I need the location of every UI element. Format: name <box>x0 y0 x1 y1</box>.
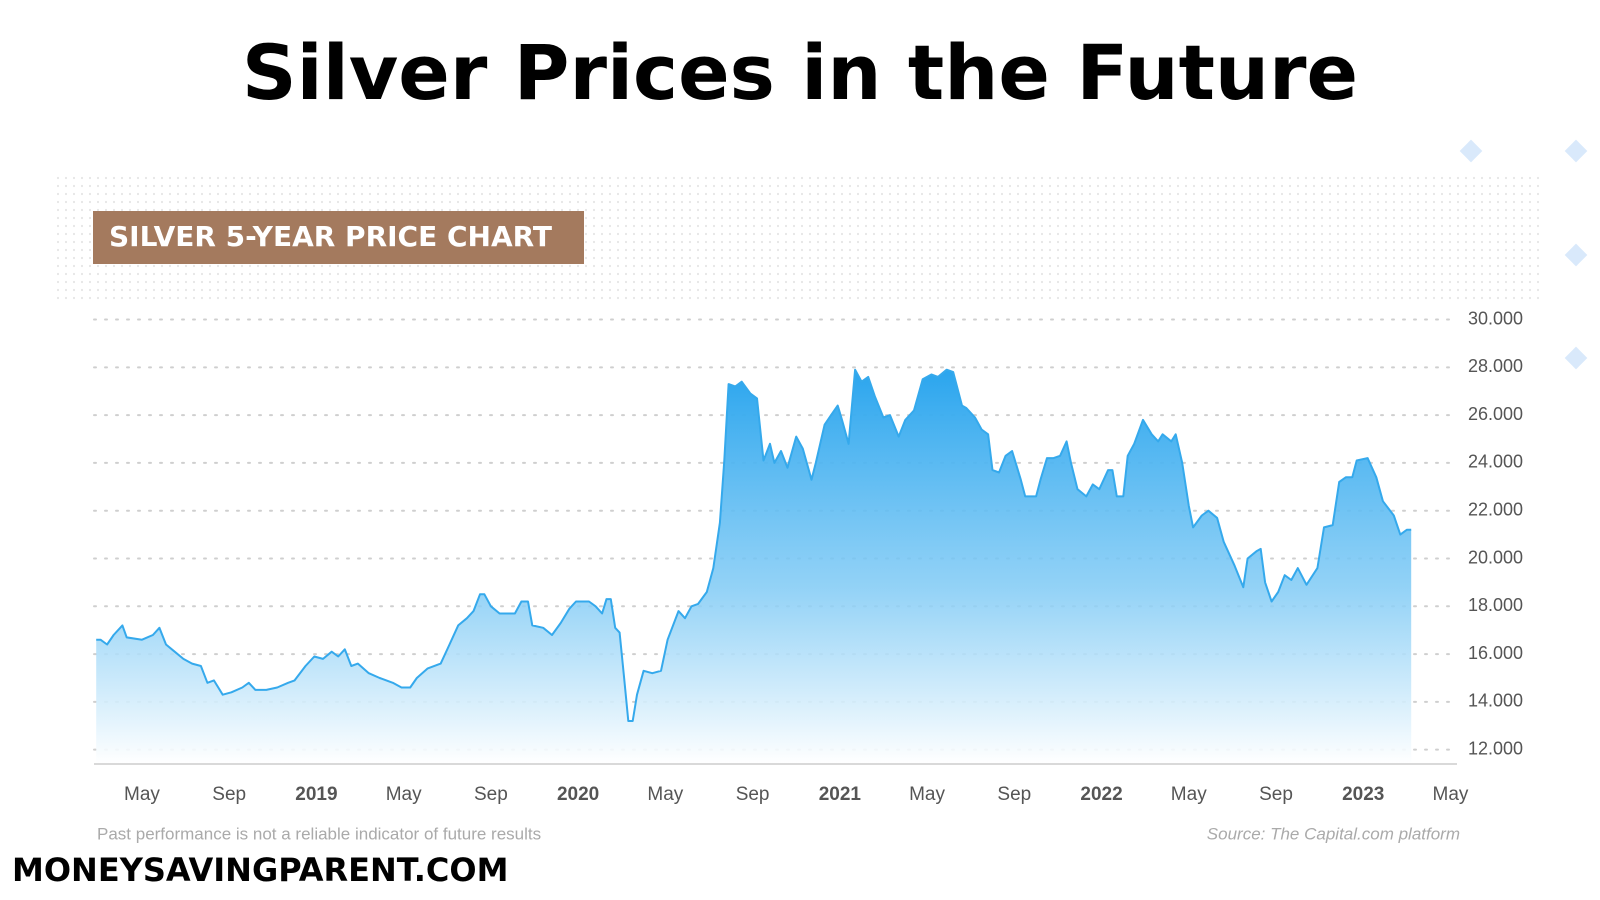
y-tick-label: 24.000 <box>1468 452 1523 472</box>
chart-title: Silver Prices in the Future <box>242 28 1358 117</box>
x-tick-label: May <box>1433 784 1469 805</box>
x-tick-label: May <box>647 784 683 805</box>
y-tick-label: 22.000 <box>1468 499 1523 519</box>
x-tick-label: Sep <box>1259 784 1293 805</box>
source: Source: The Capital.com platform <box>1207 824 1460 843</box>
footnote: Past performance is not a reliable indic… <box>97 824 541 843</box>
y-tick-label: 26.000 <box>1468 404 1523 424</box>
y-tick-label: 20.000 <box>1468 547 1523 567</box>
area-fill <box>96 369 1412 764</box>
x-tick-label: Sep <box>736 784 770 805</box>
x-tick-label: 2021 <box>819 784 862 805</box>
y-tick-label: 14.000 <box>1468 691 1523 711</box>
y-tick-label: 12.000 <box>1468 738 1523 758</box>
x-tick-label: 2019 <box>295 784 337 805</box>
x-tick-label: 2022 <box>1080 784 1122 805</box>
x-tick-label: May <box>1171 784 1207 805</box>
y-tick-label: 16.000 <box>1468 643 1523 663</box>
x-tick-label: May <box>386 784 422 805</box>
y-tick-label: 30.000 <box>1468 308 1523 328</box>
chart-subtitle: SILVER 5-YEAR PRICE CHART <box>109 220 552 253</box>
x-tick-label: Sep <box>474 784 508 805</box>
x-tick-label: May <box>124 784 160 805</box>
x-tick-label: 2020 <box>557 784 599 805</box>
badge <box>93 211 584 264</box>
x-tick-label: May <box>909 784 945 805</box>
x-tick-label: 2023 <box>1342 784 1384 805</box>
y-tick-label: 18.000 <box>1468 595 1523 615</box>
x-tick-label: Sep <box>997 784 1031 805</box>
price-line <box>96 368 1412 722</box>
x-tick-label: Sep <box>212 784 246 805</box>
brand: MONEYSAVINGPARENT.COM <box>12 851 508 889</box>
plot: 12.000 14.000 16.000 18.000 20.000 22.000 24.0… <box>93 308 1523 805</box>
y-tick-label: 28.000 <box>1468 356 1523 376</box>
